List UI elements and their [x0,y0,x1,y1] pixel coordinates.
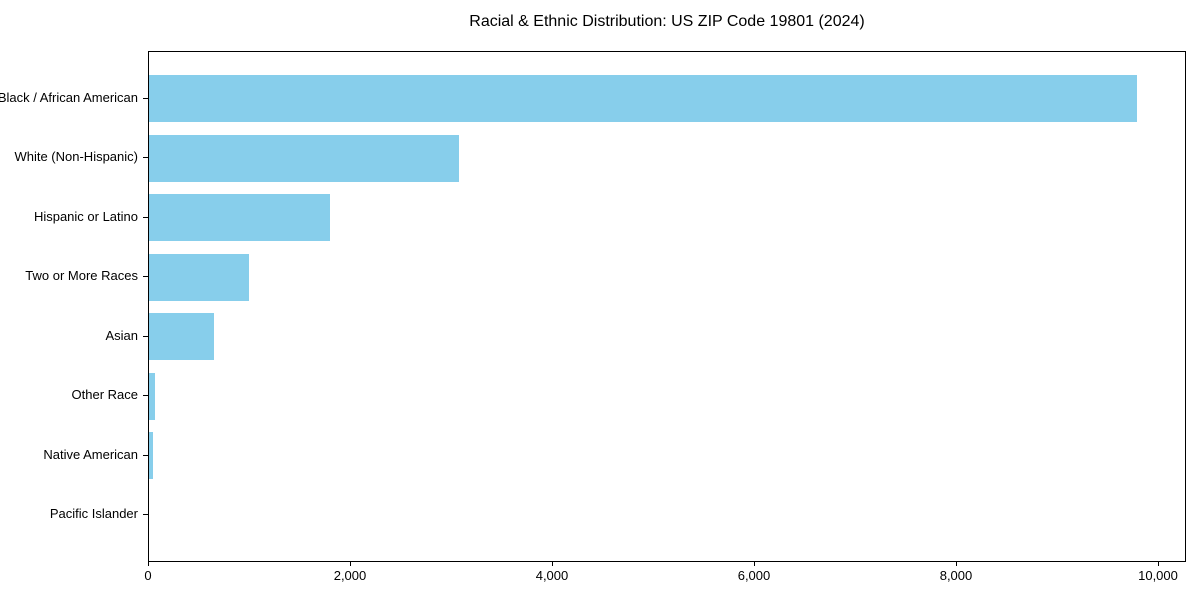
bar-asian [149,313,214,361]
x-tick-mark [956,561,957,566]
chart-title: Racial & Ethnic Distribution: US ZIP Cod… [469,13,865,30]
y-tick-label: Two or More Races [25,268,138,284]
bar-two-or-more-races [149,253,249,301]
bar-other-race [149,372,155,420]
x-tick-label: 4,000 [535,568,569,583]
y-tick-mark [143,157,148,158]
x-tick-label: 2,000 [333,568,367,583]
plot-area [148,51,1186,562]
y-tick-mark [143,276,148,277]
y-tick-mark [143,217,148,218]
y-tick-label: Native American [43,446,138,462]
y-tick-label: Hispanic or Latino [33,208,138,224]
y-tick-label: White (Non-Hispanic) [14,149,138,165]
y-tick-label: Other Race [71,387,138,403]
y-tick-mark [143,336,148,337]
x-tick-label: 6,000 [737,568,771,583]
bar-white-non-hispanic [149,134,459,182]
y-tick-label: Asian [105,327,138,343]
x-tick-label: 10,000 [1138,568,1178,583]
x-tick-mark [148,561,149,566]
bar-native-american [149,432,153,480]
x-tick-mark [1158,561,1159,566]
x-tick-mark [754,561,755,566]
x-tick-label: 0 [144,568,152,583]
x-tick-label: 8,000 [939,568,973,583]
y-tick-label: Black / African American [0,89,138,105]
bar-hispanic-or-latino [149,194,330,242]
y-tick-mark [143,395,148,396]
bar-black-african-american [149,75,1137,123]
x-tick-mark [350,561,351,566]
y-tick-mark [143,514,148,515]
y-tick-mark [143,455,148,456]
y-tick-mark [143,98,148,99]
x-tick-mark [552,561,553,566]
y-tick-label: Pacific Islander [49,506,138,522]
